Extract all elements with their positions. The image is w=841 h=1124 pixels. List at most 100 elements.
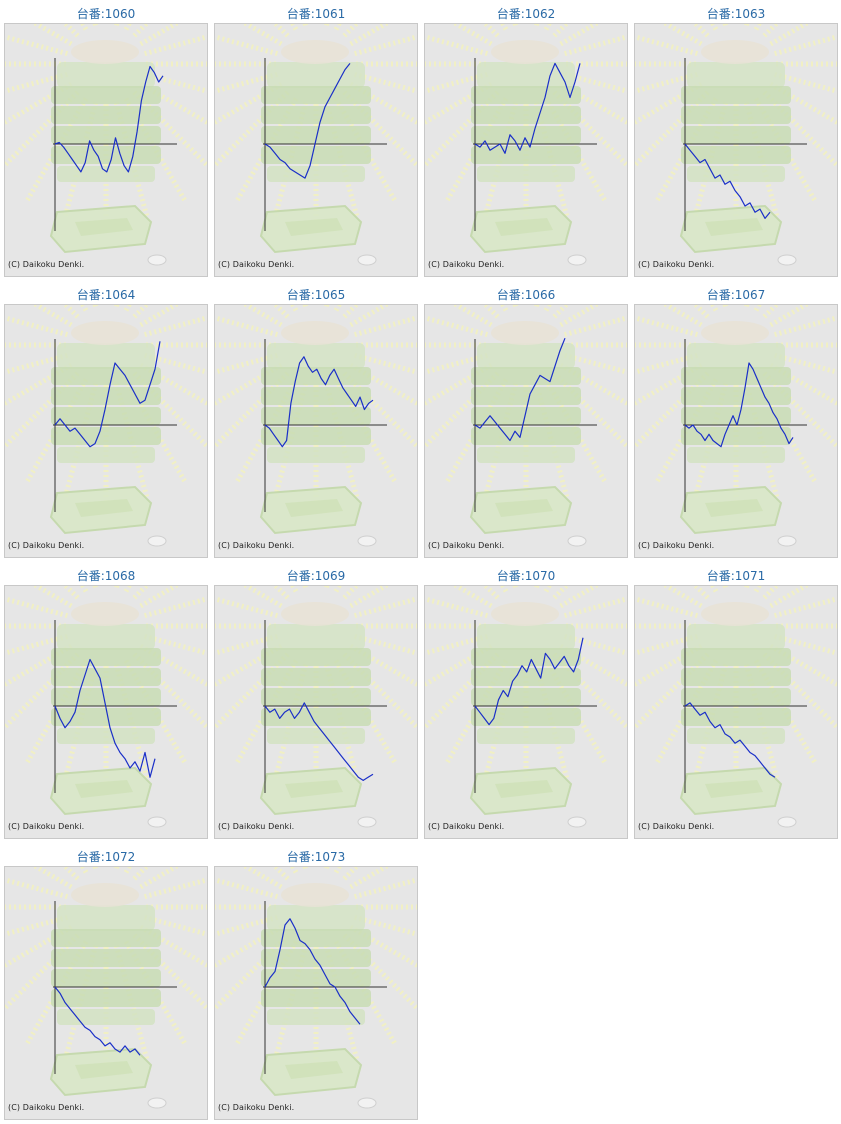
- machine-number-link[interactable]: 台番:1064: [76, 288, 136, 302]
- machine-illustration-tier: [681, 86, 791, 104]
- payout-trend-line: [474, 62, 581, 154]
- machine-number-link[interactable]: 台番:1071: [706, 569, 766, 583]
- graph-svg: [425, 24, 627, 266]
- ray: [425, 81, 493, 126]
- ray: [31, 867, 73, 890]
- tray-inner-illustration: [285, 218, 343, 236]
- payout-graph[interactable]: (C) Daikoku Denki.: [634, 304, 838, 558]
- coin-illustration: [147, 1097, 167, 1109]
- payout-graph[interactable]: (C) Daikoku Denki.: [424, 23, 628, 277]
- machine-number-link[interactable]: 台番:1062: [496, 7, 556, 21]
- payout-trend-line: [54, 341, 161, 448]
- payout-graph[interactable]: (C) Daikoku Denki.: [4, 23, 208, 277]
- machine-number-link[interactable]: 台番:1070: [496, 569, 556, 583]
- machine-tile: 台番:1073 (: [214, 847, 418, 1123]
- tray-inner-illustration: [75, 780, 133, 798]
- machine-illustration-tier: [471, 126, 581, 144]
- ray: [241, 867, 283, 890]
- ray: [635, 71, 699, 94]
- ray: [92, 586, 99, 589]
- payout-graph[interactable]: (C) Daikoku Denki.: [4, 866, 208, 1120]
- ray: [769, 24, 811, 47]
- machine-number-link[interactable]: 台番:1068: [76, 569, 136, 583]
- payout-graph[interactable]: (C) Daikoku Denki.: [214, 304, 418, 558]
- machine-illustration-tier: [261, 367, 371, 385]
- machine-illustration-tier: [471, 688, 581, 706]
- ray: [722, 305, 729, 308]
- graph-svg: [5, 24, 207, 266]
- payout-graph[interactable]: (C) Daikoku Denki.: [424, 304, 628, 558]
- payout-graph[interactable]: (C) Daikoku Denki.: [214, 23, 418, 277]
- ray: [92, 867, 99, 870]
- ray: [512, 586, 519, 589]
- machine-number-link[interactable]: 台番:1073: [286, 850, 346, 864]
- machine-illustration-tier: [51, 367, 161, 385]
- machine-tile: 台番:1060 (: [4, 4, 208, 280]
- machine-illustration-tier: [261, 387, 371, 405]
- machine-illustration-tier: [51, 708, 161, 726]
- ray: [559, 24, 601, 47]
- ray: [323, 305, 330, 308]
- ray: [215, 924, 283, 969]
- machine-illustration-tier: [261, 427, 371, 445]
- machine-illustration-tier: [471, 387, 581, 405]
- machine-number-link[interactable]: 台番:1061: [286, 7, 346, 21]
- ray: [143, 877, 207, 900]
- ray: [425, 643, 493, 688]
- ray: [425, 596, 489, 619]
- machine-number-link[interactable]: 台番:1066: [496, 288, 556, 302]
- payout-graph[interactable]: (C) Daikoku Denki.: [214, 866, 418, 1120]
- payout-graph[interactable]: (C) Daikoku Denki.: [214, 585, 418, 839]
- machine-illustration-top: [477, 624, 575, 650]
- payout-trend-line: [264, 63, 351, 179]
- machine-illustration-top: [477, 343, 575, 369]
- machine-number-link[interactable]: 台番:1060: [76, 7, 136, 21]
- ray: [563, 315, 627, 338]
- ray: [451, 305, 493, 328]
- payout-graph[interactable]: (C) Daikoku Denki.: [424, 585, 628, 839]
- copyright-notice: (C) Daikoku Denki.: [8, 260, 85, 269]
- machine-illustration-tier: [261, 146, 371, 164]
- coin-pile-illustration: [491, 321, 559, 345]
- tray-inner-illustration: [495, 499, 553, 517]
- payout-graph[interactable]: (C) Daikoku Denki.: [634, 585, 838, 839]
- coin-illustration: [147, 254, 167, 266]
- coin-illustration: [777, 254, 797, 266]
- machine-number-link[interactable]: 台番:1069: [286, 569, 346, 583]
- copyright-notice: (C) Daikoku Denki.: [218, 260, 295, 269]
- payout-graph[interactable]: (C) Daikoku Denki.: [4, 585, 208, 839]
- machine-illustration-tier: [471, 648, 581, 666]
- tray-inner-illustration: [705, 218, 763, 236]
- machine-illustration-top: [687, 62, 785, 88]
- graph-svg: [5, 867, 207, 1109]
- machine-number-link[interactable]: 台番:1065: [286, 288, 346, 302]
- ray: [722, 24, 729, 27]
- machine-number-link[interactable]: 台番:1072: [76, 850, 136, 864]
- background-illustration: [5, 586, 207, 828]
- coin-illustration: [777, 535, 797, 547]
- ray: [31, 305, 73, 328]
- machine-tile: 台番:1061 (: [214, 4, 418, 280]
- machine-illustration-base: [687, 447, 785, 463]
- ray: [5, 877, 69, 900]
- graph-svg: [635, 24, 837, 266]
- machine-number-link[interactable]: 台番:1063: [706, 7, 766, 21]
- payout-graph[interactable]: (C) Daikoku Denki.: [4, 304, 208, 558]
- ray: [139, 867, 181, 890]
- ray: [533, 586, 540, 589]
- tray-inner-illustration: [705, 499, 763, 517]
- copyright-notice: (C) Daikoku Denki.: [8, 822, 85, 831]
- machine-number-link[interactable]: 台番:1067: [706, 288, 766, 302]
- machine-illustration-tier: [681, 387, 791, 405]
- ray: [113, 586, 120, 589]
- machine-illustration-tier: [51, 969, 161, 987]
- coin-illustration: [567, 254, 587, 266]
- ray: [302, 305, 309, 308]
- graph-svg: [5, 586, 207, 828]
- ray: [661, 24, 703, 47]
- payout-graph[interactable]: (C) Daikoku Denki.: [634, 23, 838, 277]
- ray: [139, 305, 181, 328]
- machine-illustration-tier: [261, 668, 371, 686]
- coin-pile-illustration: [281, 321, 349, 345]
- ray: [215, 34, 279, 57]
